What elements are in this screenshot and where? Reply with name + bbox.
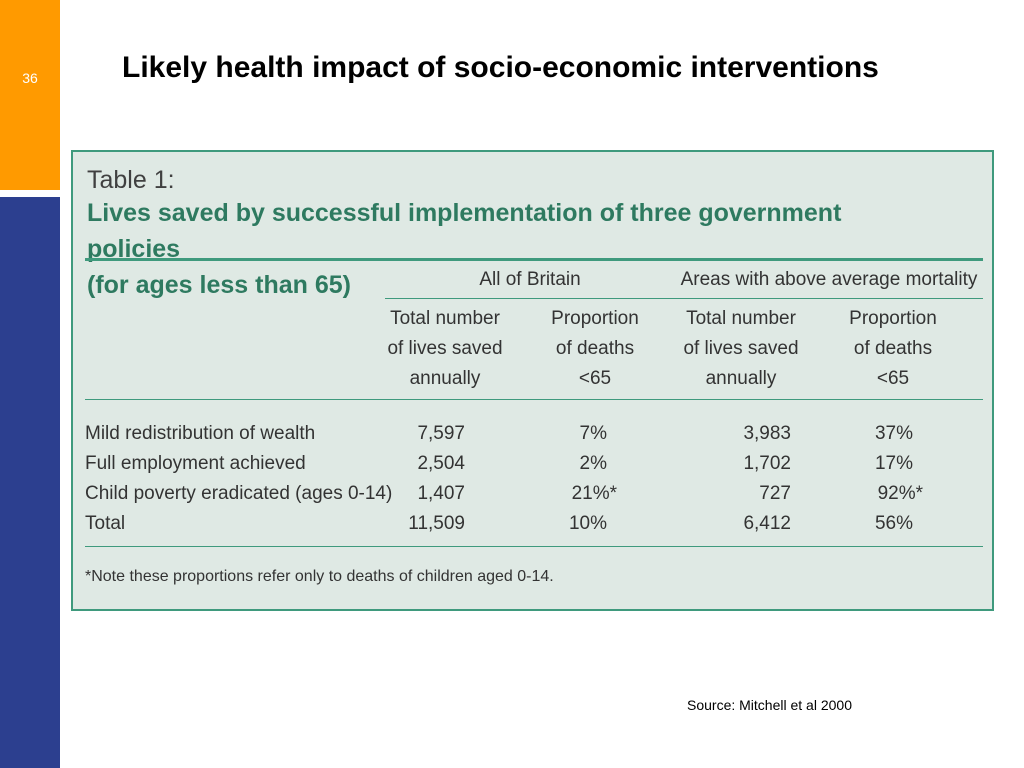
sidebar-blue-block: [0, 197, 60, 768]
group-header-high-mortality: Areas with above average mortality: [680, 269, 978, 290]
cell-britain-total: 1,407: [417, 483, 465, 504]
source-citation: Source: Mitchell et al 2000: [687, 697, 852, 713]
row-label: Total: [85, 513, 126, 534]
cell-britain-total: 11,509: [408, 513, 465, 534]
cell-mortality-total: 6,412: [743, 513, 791, 534]
cell-mortality-total: 3,983: [743, 423, 791, 444]
col-header-mortality-proportion: Proportion of deaths <65: [849, 308, 937, 389]
row-label: Full employment achieved: [85, 453, 306, 474]
col-header-britain-total: Total number of lives saved annually: [387, 308, 503, 389]
sidebar-orange-block: 36: [0, 0, 60, 190]
table-caption-line1: Lives saved by successful implementation…: [87, 199, 842, 263]
header-bottom-rule: [85, 399, 983, 400]
group-header-britain: All of Britain: [479, 269, 581, 290]
cell-britain-proportion: 7%: [579, 423, 607, 444]
cell-britain-proportion: 2%: [579, 453, 607, 474]
table-top-rule: [85, 258, 983, 261]
cell-mortality-proportion: 92%*: [877, 483, 923, 504]
table-bottom-rule: [85, 546, 983, 547]
col-header-mortality-total: Total number of lives saved annually: [683, 308, 799, 389]
slide-title: Likely health impact of socio-economic i…: [122, 51, 879, 84]
table-caption-line2: (for ages less than 65): [87, 271, 351, 299]
cell-britain-proportion: 10%: [568, 513, 607, 534]
cell-mortality-proportion: 17%: [874, 453, 913, 474]
slide-number: 36: [22, 70, 38, 86]
table-caption-prefix: Table 1:: [87, 166, 175, 194]
row-label: Mild redistribution of wealth: [85, 423, 316, 444]
cell-britain-total: 2,504: [417, 453, 465, 474]
cell-britain-total: 7,597: [417, 423, 465, 444]
cell-britain-proportion: 21%*: [571, 483, 617, 504]
table-caption: Table 1: Lives saved by successful imple…: [87, 166, 987, 303]
cell-mortality-proportion: 37%: [874, 423, 913, 444]
row-label: Child poverty eradicated (ages 0-14): [85, 483, 393, 504]
group-header-rule: [385, 298, 983, 299]
cell-mortality-proportion: 56%: [874, 513, 913, 534]
col-header-britain-proportion: Proportion of deaths <65: [551, 308, 639, 389]
table-caption-title: Lives saved by successful implementation…: [87, 195, 897, 303]
cell-mortality-total: 1,702: [743, 453, 791, 474]
table-panel: Table 1: Lives saved by successful imple…: [71, 150, 994, 611]
cell-mortality-total: 727: [759, 483, 791, 504]
table-footnote: *Note these proportions refer only to de…: [85, 568, 554, 585]
